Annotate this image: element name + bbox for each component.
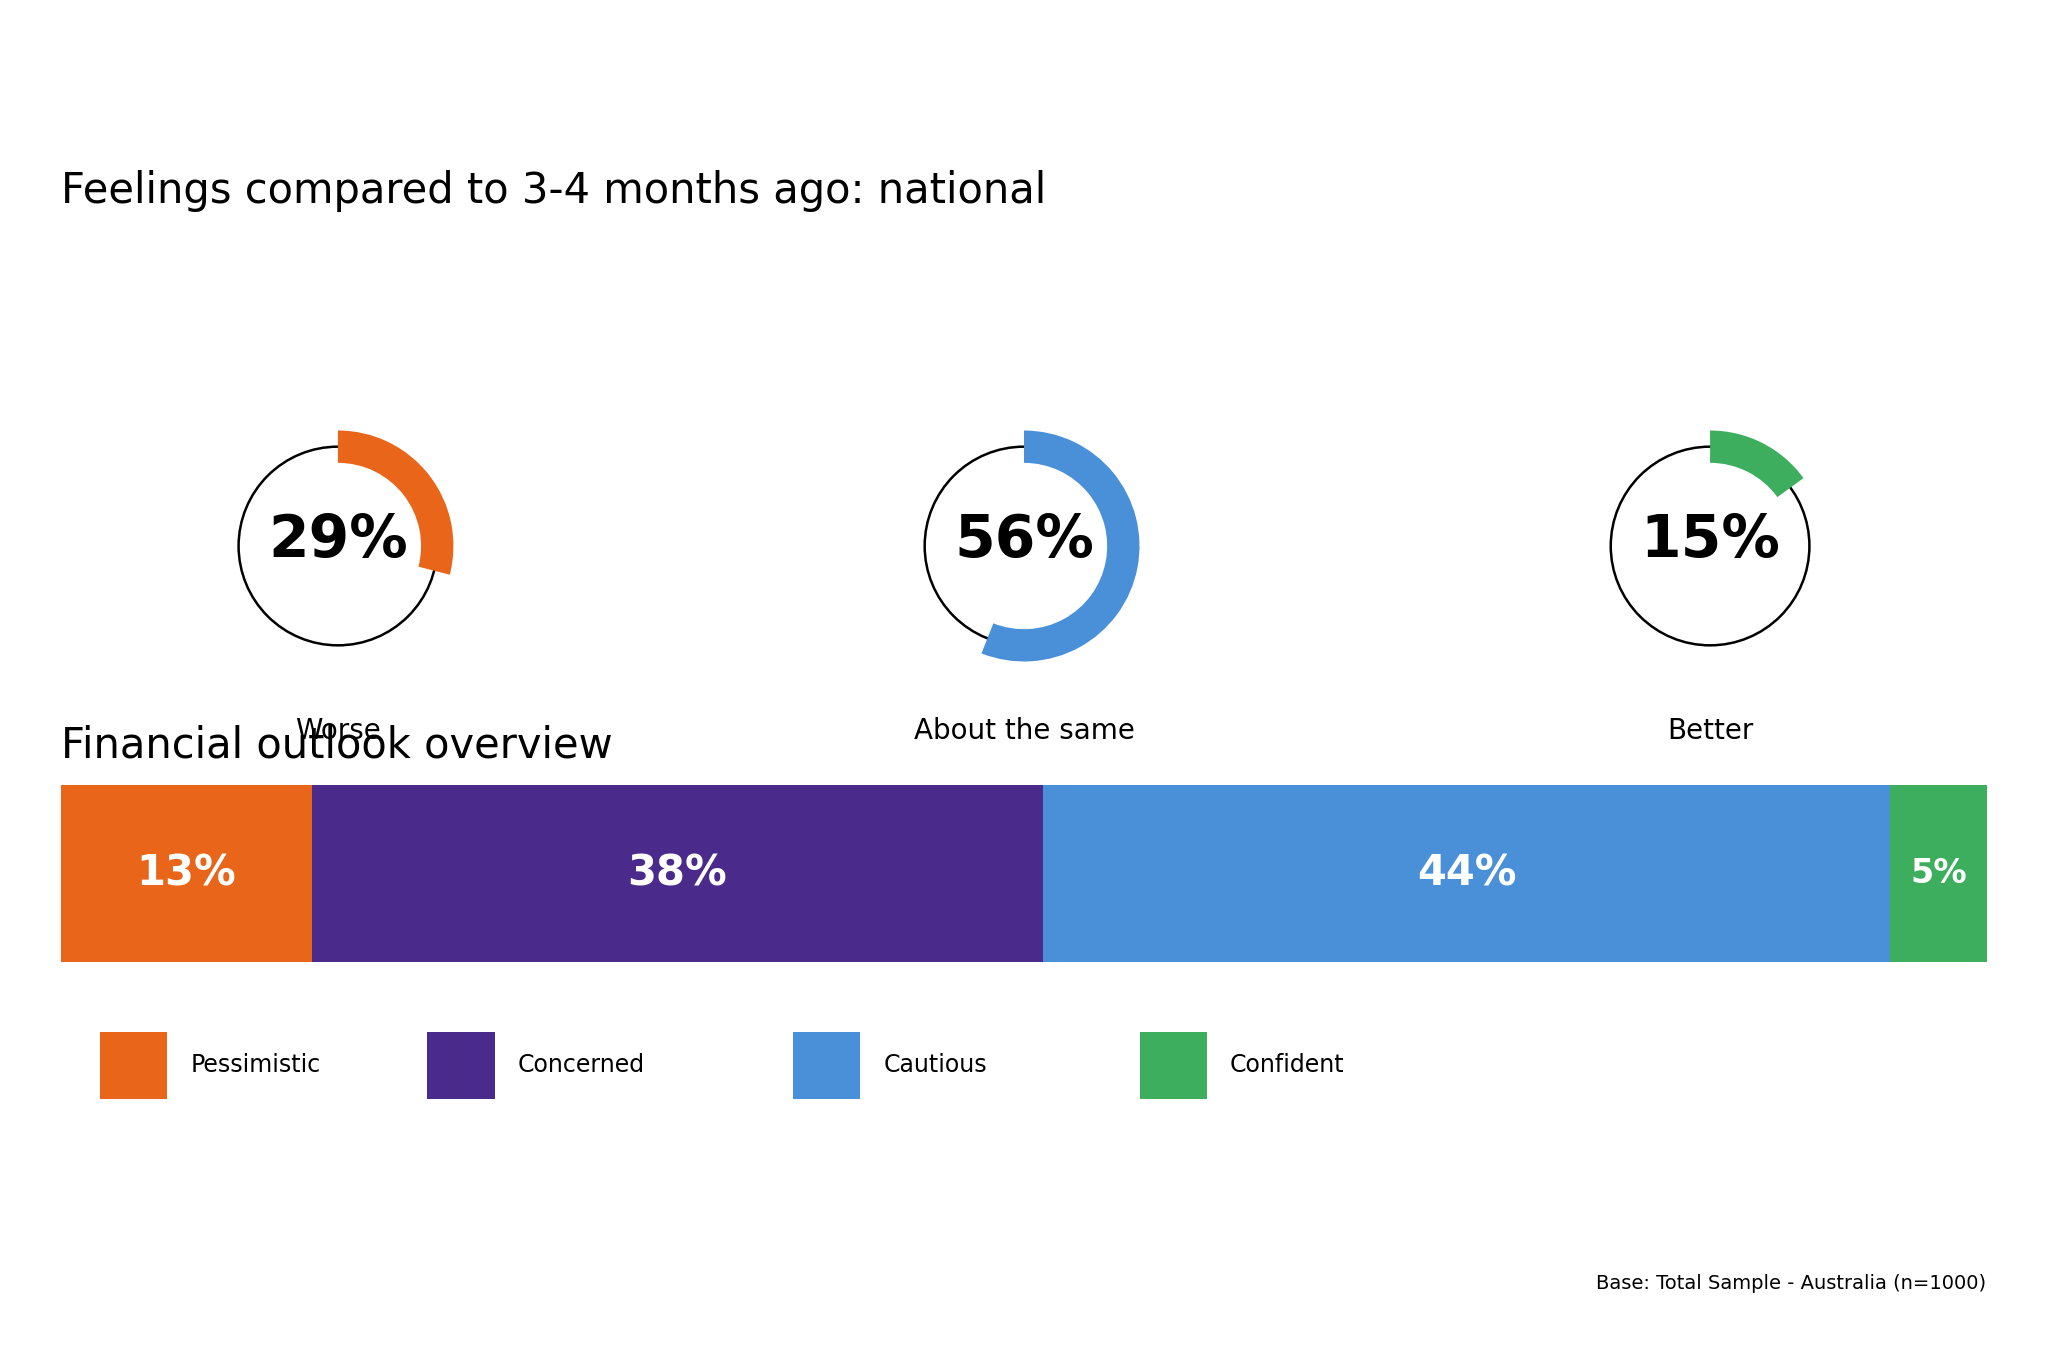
Text: Financial outlook overview: Financial outlook overview bbox=[61, 725, 612, 766]
Bar bbox=[1139, 1032, 1206, 1099]
Wedge shape bbox=[981, 430, 1139, 662]
Wedge shape bbox=[338, 430, 453, 575]
Bar bbox=[100, 1032, 168, 1099]
Bar bbox=[428, 1032, 496, 1099]
Bar bbox=[311, 785, 1042, 962]
Text: Cautious: Cautious bbox=[883, 1054, 987, 1077]
Bar bbox=[1042, 785, 1890, 962]
Text: 29%: 29% bbox=[268, 512, 408, 569]
Bar bbox=[61, 785, 311, 962]
Text: Worse: Worse bbox=[295, 717, 381, 745]
Text: 15%: 15% bbox=[1640, 512, 1780, 569]
Text: 13%: 13% bbox=[137, 853, 236, 894]
Text: Base: Total Sample - Australia (n=1000): Base: Total Sample - Australia (n=1000) bbox=[1597, 1274, 1987, 1293]
Text: Confident: Confident bbox=[1231, 1054, 1346, 1077]
Bar bbox=[1890, 785, 1987, 962]
Text: 5%: 5% bbox=[1911, 857, 1966, 890]
Text: Feelings compared to 3-4 months ago: national: Feelings compared to 3-4 months ago: nat… bbox=[61, 171, 1047, 212]
Text: Better: Better bbox=[1667, 717, 1753, 745]
Text: Concerned: Concerned bbox=[518, 1054, 645, 1077]
Wedge shape bbox=[1710, 430, 1804, 497]
Text: About the same: About the same bbox=[913, 717, 1135, 745]
Text: Pessimistic: Pessimistic bbox=[190, 1054, 322, 1077]
Text: 44%: 44% bbox=[1417, 853, 1516, 894]
Text: 38%: 38% bbox=[627, 853, 727, 894]
Text: 56%: 56% bbox=[954, 512, 1094, 569]
Bar bbox=[793, 1032, 860, 1099]
